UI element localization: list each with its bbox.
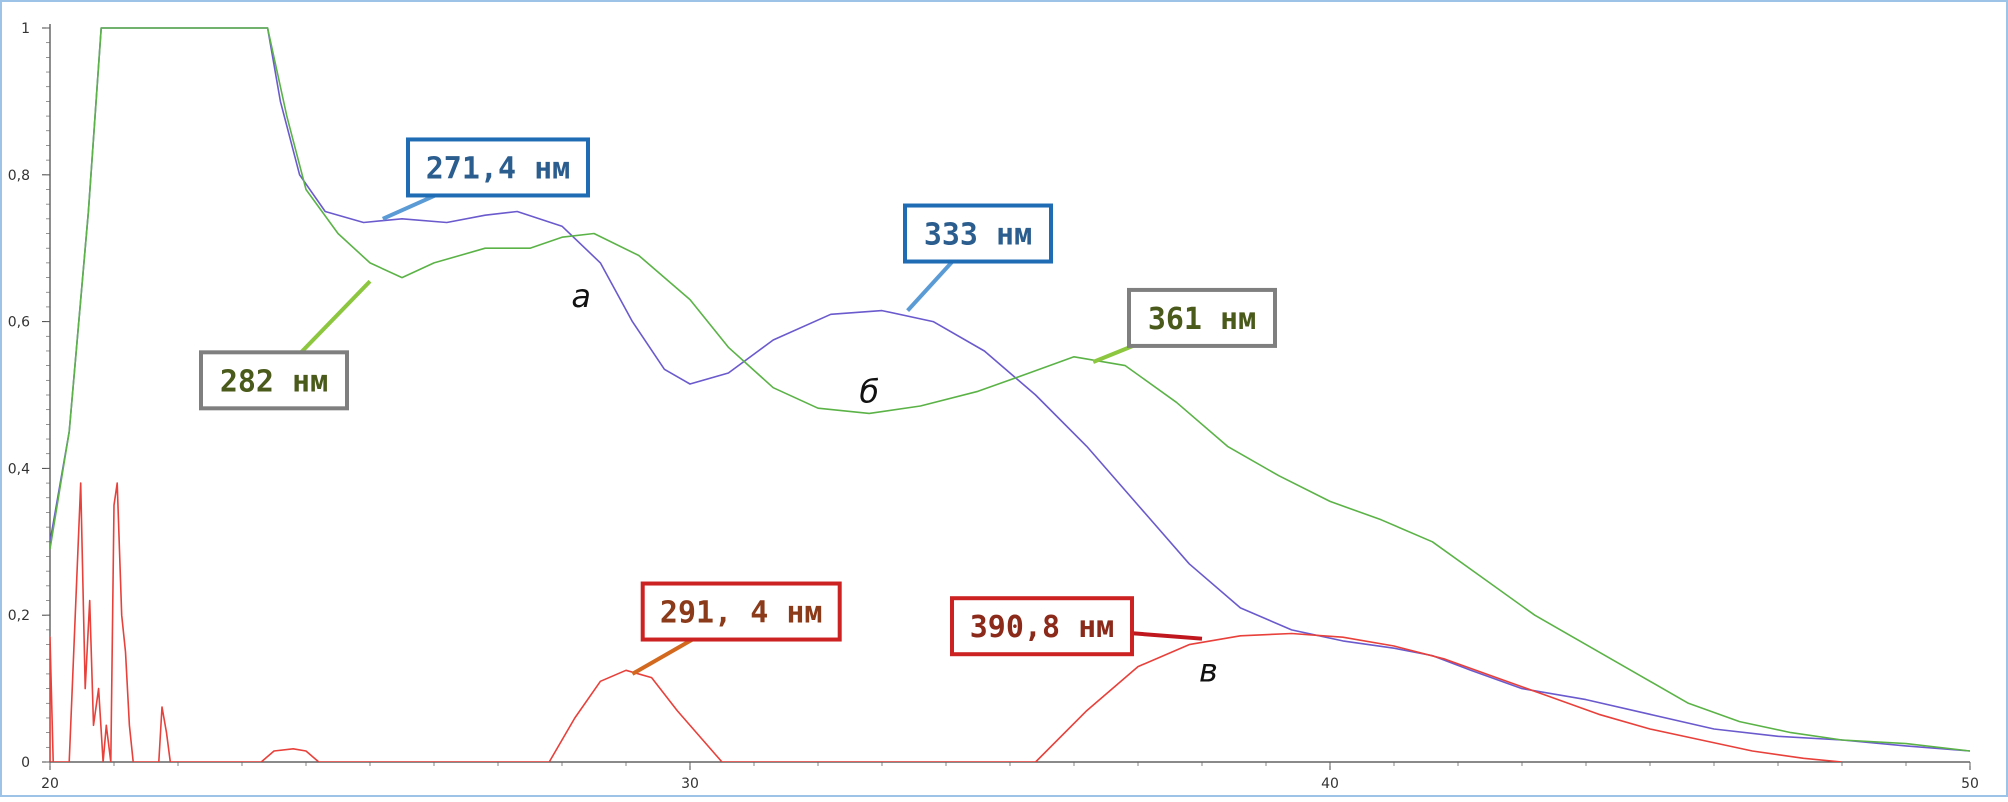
- callout-box: 333 нм: [903, 203, 1053, 264]
- curve-label: а: [571, 277, 591, 315]
- y-tick-label: 0: [21, 755, 30, 771]
- callout-rect: [199, 350, 349, 411]
- callout-rect: [406, 137, 590, 198]
- callout-label: 271,4 нм: [426, 151, 571, 186]
- callout-label: 291, 4 нм: [660, 596, 823, 631]
- y-tick-label: 0,6: [8, 315, 30, 331]
- callout-rect: [950, 596, 1134, 657]
- callout-rect: [640, 581, 842, 642]
- callouts: 271,4 нм 333 нм 361 нм 282 нм 291, 4 нм 390,8…: [199, 137, 1277, 676]
- callout-box: 390,8 нм: [950, 596, 1134, 657]
- y-tick-label: 0,8: [8, 168, 30, 184]
- y-tick-label: 0,2: [8, 608, 30, 624]
- x-tick-label: 40: [1321, 776, 1339, 792]
- y-tick-label: 0,4: [8, 461, 30, 477]
- curve-label: б: [859, 372, 879, 410]
- callout-box: 291, 4 нм: [640, 581, 842, 642]
- callout-label: 333 нм: [924, 218, 1032, 253]
- callout-rect: [1127, 287, 1277, 348]
- curve-label: в: [1199, 651, 1218, 689]
- series-line-3: [50, 482, 1843, 762]
- callout-rect: [903, 203, 1053, 264]
- callout-box: 271,4 нм: [406, 137, 590, 198]
- curve-labels: а б в: [571, 277, 1217, 689]
- callout-box: 361 нм: [1127, 287, 1277, 348]
- x-tick-label: 50: [1961, 776, 1979, 792]
- x-tick-label: 20: [41, 776, 59, 792]
- callout-box: 282 нм: [199, 350, 349, 411]
- series-layer: [50, 27, 1970, 762]
- callout-label: 282 нм: [220, 364, 328, 399]
- callout-label: 390,8 нм: [970, 610, 1115, 645]
- x-tick-label: 30: [681, 776, 699, 792]
- y-tick-label: 1: [21, 21, 30, 37]
- callout-label: 361 нм: [1148, 302, 1256, 337]
- series-line-2: [50, 27, 1970, 752]
